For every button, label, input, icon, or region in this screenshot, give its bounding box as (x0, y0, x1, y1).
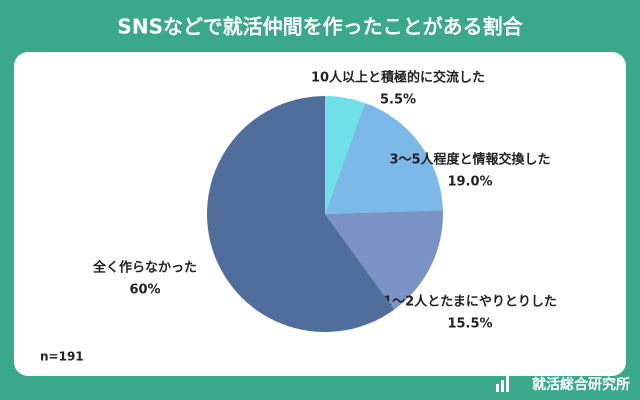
sample-note: n=191 (40, 350, 84, 364)
slice-label: 1〜2人とたまにやりとりした (383, 294, 557, 310)
pie-slice (207, 96, 395, 332)
chart-title: SNSなどで就活仲間を作ったことがある割合 (117, 15, 523, 39)
slice-label: 10人以上と積極的に交流した (311, 70, 485, 86)
slice-value: 60% (129, 283, 160, 298)
slice-label: 3〜5人程度と情報交換した (389, 152, 550, 168)
brand: 就活総合研究所 (532, 376, 630, 393)
pie-slice (325, 96, 365, 214)
slice-label: 全く作らなかった (92, 260, 197, 276)
brand-icon (496, 376, 509, 392)
slice-value: 19.0% (447, 175, 492, 190)
slice-value: 15.5% (447, 317, 492, 332)
pie-slice (325, 210, 444, 310)
slice-value: 5.5% (380, 93, 416, 108)
pie-slice (325, 102, 443, 214)
